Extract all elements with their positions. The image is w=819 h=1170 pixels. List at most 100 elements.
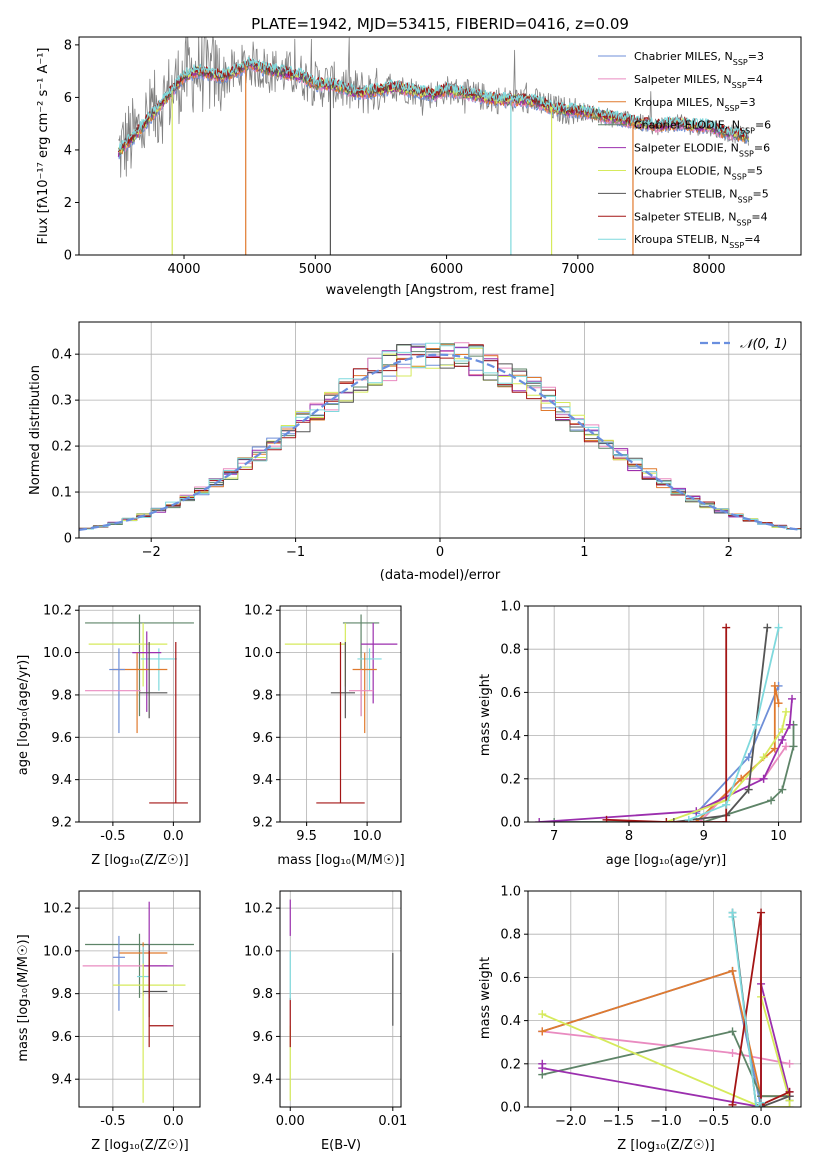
y-tick-label: 1.0 [500,600,521,615]
y-tick-label: 0.8 [500,643,521,658]
plot-frame [78,605,201,823]
plot-frame [527,605,802,823]
y-tick-label: 10.2 [244,902,273,917]
age-vs-mass-panel: mass [log₁₀(M/M☉)] 9.5 10.0 9.2 9.4 9.6 9.8 10… [244,604,405,868]
data-layer [289,899,394,1101]
axes-frame: -0.5 0.0 9.4 9.6 9.8 10.0 10.2 [43,890,201,1129]
y-tick-label: 0.6 [500,971,521,986]
data-layer [117,37,749,255]
data-layer [85,614,194,804]
y-tick-label: 0 [64,249,72,264]
weights-line-chabrier-stelib [673,627,769,822]
legend-label-salpeter-stelib: Salpeter STELIB, NSSP=4 [634,210,768,227]
x-tick-label: -0.5 [100,1114,125,1129]
x-tick-label: 0 [436,545,444,560]
y-tick-label: 0.2 [500,1057,521,1072]
x-tick-label: 10 [770,829,787,844]
x-tick-label: 0.0 [751,1114,772,1129]
legend-label-chabrier-elodie: Chabrier ELODIE, NSSP=6 [634,119,771,136]
legend-label-chabrier-miles: Chabrier MILES, NSSP=3 [634,50,764,67]
y-tick-label: 6 [64,91,72,106]
x-tick-label: 8 [625,829,633,844]
age-vs-z-y-label: age [log₁₀(age/yr)] [16,655,31,776]
legend-label-kroupa-elodie: Kroupa ELODIE, NSSP=5 [634,165,763,182]
legend-label-chabrier-stelib: Chabrier STELIB, NSSP=5 [634,187,769,204]
x-tick-label: 5000 [299,262,332,277]
x-tick-label: 0.0 [163,1114,184,1129]
x-tick-label: −0.5 [698,1114,730,1129]
y-tick-label: 0.8 [500,928,521,943]
plot-frame [78,890,201,1108]
data-layer [82,901,194,1103]
y-tick-label: 9.8 [51,688,72,703]
y-tick-label: 10.0 [244,944,273,959]
weights-line-kroupa-elodie [541,996,791,1107]
y-tick-label: 9.8 [51,987,72,1002]
y-tick-label: 1.0 [500,885,521,900]
y-tick-label: 9.2 [252,816,273,831]
data-layer [284,614,398,804]
weights-vs-age-y-label: mass weight [478,674,493,756]
legend-label-salpeter-miles: Salpeter MILES, NSSP=4 [634,73,763,90]
x-tick-label: 10.0 [353,829,382,844]
x-tick-label: −2 [142,545,161,560]
y-tick-label: 10.2 [43,604,72,619]
age-vs-metallicity-panel: Z [log₁₀(Z/Z☉)] age [log₁₀(age/yr)] -0.5… [16,604,201,868]
weights-vs-metallicity-panel: Z [log₁₀(Z/Z☉)] mass weight −2.0 −1.5 −1.0… [478,885,802,1153]
mass-vs-ebv-x-label: E(B-V) [321,1138,361,1153]
x-tick-label: 7 [550,829,558,844]
y-tick-label: 0.0 [500,1101,521,1116]
x-tick-label: 9 [700,829,708,844]
grid-lines [79,891,200,1107]
y-tick-label: 0.0 [500,816,521,831]
x-tick-label: 1 [580,545,588,560]
y-tick-label: 0.2 [51,440,72,455]
y-tick-label: 0.4 [500,1014,521,1029]
data-layer [538,908,794,1107]
plot-frame [279,605,402,823]
x-tick-label: 0.00 [276,1114,305,1129]
residuals-x-label: (data-model)/error [380,568,501,583]
data-layer [79,342,801,531]
x-tick-label: −2.0 [555,1114,587,1129]
axes-frame: 9.5 10.0 9.2 9.4 9.6 9.8 10.0 10.2 [244,604,402,844]
axes-frame: −2.0 −1.5 −1.0 −0.5 0.0 0.0 0.2 0.4 0.6 0.8 1.0 [500,885,802,1129]
weights-vs-z-x-label: Z [log₁₀(Z/Z☉)] [617,1138,714,1153]
spectrum-title: PLATE=1942, MJD=53415, FIBERID=0416, z=0… [251,15,629,33]
x-tick-label: −1.0 [650,1114,682,1129]
y-tick-label: 9.4 [252,773,273,788]
weights-line-salpeter-stelib [731,911,790,1106]
y-tick-label: 9.6 [51,1030,72,1045]
residuals-panel: (data-model)/error Normed distribution −… [28,321,802,583]
spectrum-y-label: Flux [fλ10⁻¹⁷ erg cm⁻² s⁻¹ A⁻¹] [36,48,51,245]
axes-frame: −2 −1 0 1 2 0 0.1 0.2 0.3 0.4 [51,321,802,560]
y-tick-label: 0.4 [500,729,521,744]
x-tick-label: 2 [725,545,733,560]
legend-label-kroupa-stelib: Kroupa STELIB, NSSP=4 [634,233,760,250]
y-tick-label: 9.6 [252,1030,273,1045]
y-tick-label: 0.4 [51,348,72,363]
x-tick-label: 9.5 [296,829,317,844]
y-tick-label: 10.0 [43,646,72,661]
x-tick-label: 7000 [561,262,594,277]
axes-frame: 4000 5000 6000 7000 8000 0 2 4 6 8 [64,36,802,277]
x-tick-label: −1.5 [603,1114,635,1129]
model-spectrum-kroupa-stelib [117,56,749,151]
y-tick-label: 0.2 [500,772,521,787]
weights-vs-age-panel: age [log₁₀(age/yr)] mass weight 7 8 9 10 0.0… [478,600,802,868]
mass-vs-z-x-label: Z [log₁₀(Z/Z☉)] [91,1138,188,1153]
y-tick-label: 10.0 [244,646,273,661]
normal-distribution-line [79,353,801,531]
age-vs-mass-x-label: mass [log₁₀(M/M☉)] [277,853,404,868]
x-tick-label: 0.01 [378,1114,407,1129]
plot-frame [279,890,402,1108]
age-vs-z-x-label: Z [log₁₀(Z/Z☉)] [91,853,188,868]
weights-vs-z-y-label: mass weight [478,957,493,1039]
y-tick-label: 10.2 [244,604,273,619]
y-tick-label: 0.6 [500,686,521,701]
legend-label-salpeter-elodie: Salpeter ELODIE, NSSP=6 [634,142,770,159]
y-tick-label: 9.4 [51,773,72,788]
x-tick-label: 8000 [693,262,726,277]
y-tick-label: 9.6 [51,731,72,746]
y-tick-label: 4 [64,143,72,158]
